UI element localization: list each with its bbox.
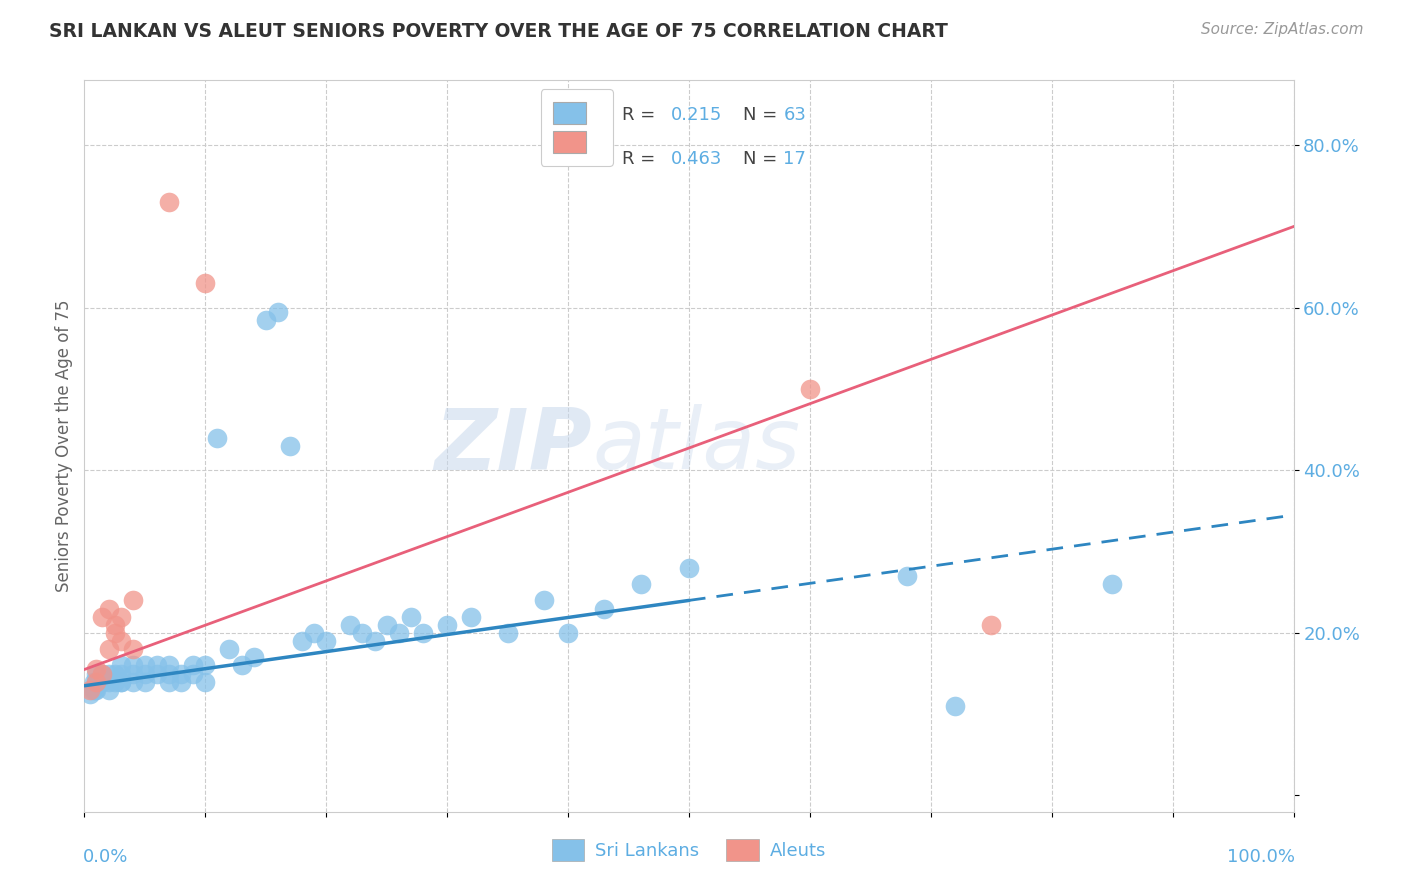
Text: Source: ZipAtlas.com: Source: ZipAtlas.com xyxy=(1201,22,1364,37)
Point xyxy=(388,626,411,640)
Text: ZIP: ZIP xyxy=(434,404,592,488)
Text: 0.215: 0.215 xyxy=(671,106,723,124)
Text: 100.0%: 100.0% xyxy=(1226,848,1295,866)
Point xyxy=(678,561,700,575)
Point xyxy=(110,674,132,689)
Point xyxy=(630,577,652,591)
Point xyxy=(231,658,253,673)
Point xyxy=(943,699,966,714)
Point xyxy=(79,682,101,697)
Point xyxy=(134,674,156,689)
Point xyxy=(79,687,101,701)
Point xyxy=(86,663,108,677)
Point xyxy=(194,658,217,673)
Point xyxy=(157,666,180,681)
Point xyxy=(146,658,169,673)
Y-axis label: Seniors Poverty Over the Age of 75: Seniors Poverty Over the Age of 75 xyxy=(55,300,73,592)
Point xyxy=(254,313,277,327)
Point xyxy=(121,658,143,673)
Point xyxy=(194,674,217,689)
Point xyxy=(436,617,458,632)
Point xyxy=(278,439,301,453)
Point xyxy=(267,305,290,319)
Legend: Sri Lankans, Aleuts: Sri Lankans, Aleuts xyxy=(544,832,834,869)
Point xyxy=(97,666,120,681)
Point xyxy=(84,682,107,697)
Text: R =: R = xyxy=(623,106,655,124)
Text: SRI LANKAN VS ALEUT SENIORS POVERTY OVER THE AGE OF 75 CORRELATION CHART: SRI LANKAN VS ALEUT SENIORS POVERTY OVER… xyxy=(49,22,948,41)
Point xyxy=(896,569,918,583)
Point xyxy=(97,642,120,657)
Point xyxy=(104,626,127,640)
Point xyxy=(460,609,482,624)
Point xyxy=(83,674,105,689)
Point xyxy=(218,642,240,657)
Point xyxy=(315,634,337,648)
Point xyxy=(110,674,132,689)
Point xyxy=(207,431,229,445)
Text: N =: N = xyxy=(744,150,778,168)
Point xyxy=(242,650,264,665)
Point xyxy=(593,601,616,615)
Point xyxy=(170,674,193,689)
Point xyxy=(339,617,361,632)
Text: 0.0%: 0.0% xyxy=(83,848,128,866)
Point xyxy=(302,626,325,640)
Point xyxy=(146,666,169,681)
Point xyxy=(86,674,108,689)
Point xyxy=(104,666,127,681)
Point xyxy=(121,666,143,681)
Point xyxy=(533,593,555,607)
Point xyxy=(134,666,156,681)
Point xyxy=(86,674,108,689)
Point xyxy=(399,609,422,624)
Point xyxy=(291,634,314,648)
Point xyxy=(91,674,114,689)
Point xyxy=(363,634,385,648)
Point xyxy=(97,601,120,615)
Point xyxy=(97,674,120,689)
Text: N =: N = xyxy=(744,106,778,124)
Point xyxy=(352,626,374,640)
Point xyxy=(496,626,519,640)
Point xyxy=(91,666,114,681)
Point xyxy=(110,609,132,624)
Point xyxy=(110,666,132,681)
Point xyxy=(194,277,217,291)
Text: R =: R = xyxy=(623,150,655,168)
Point xyxy=(412,626,434,640)
Point xyxy=(86,682,108,697)
Point xyxy=(157,674,180,689)
Point xyxy=(181,666,204,681)
Point xyxy=(91,609,114,624)
Text: 0.463: 0.463 xyxy=(671,150,723,168)
Point xyxy=(104,674,127,689)
Point xyxy=(157,195,180,210)
Text: 63: 63 xyxy=(783,106,806,124)
Point xyxy=(110,658,132,673)
Point xyxy=(104,617,127,632)
Point xyxy=(157,658,180,673)
Point xyxy=(1101,577,1123,591)
Point xyxy=(82,682,104,697)
Point xyxy=(121,593,143,607)
Point xyxy=(170,666,193,681)
Point xyxy=(121,674,143,689)
Point xyxy=(980,617,1002,632)
Point xyxy=(110,634,132,648)
Point xyxy=(121,642,143,657)
Point xyxy=(557,626,579,640)
Point xyxy=(97,682,120,697)
Point xyxy=(181,658,204,673)
Point xyxy=(91,666,114,681)
Text: atlas: atlas xyxy=(592,404,800,488)
Point xyxy=(86,666,108,681)
Point xyxy=(134,658,156,673)
Point xyxy=(375,617,398,632)
Text: 17: 17 xyxy=(783,150,806,168)
Point xyxy=(799,382,821,396)
